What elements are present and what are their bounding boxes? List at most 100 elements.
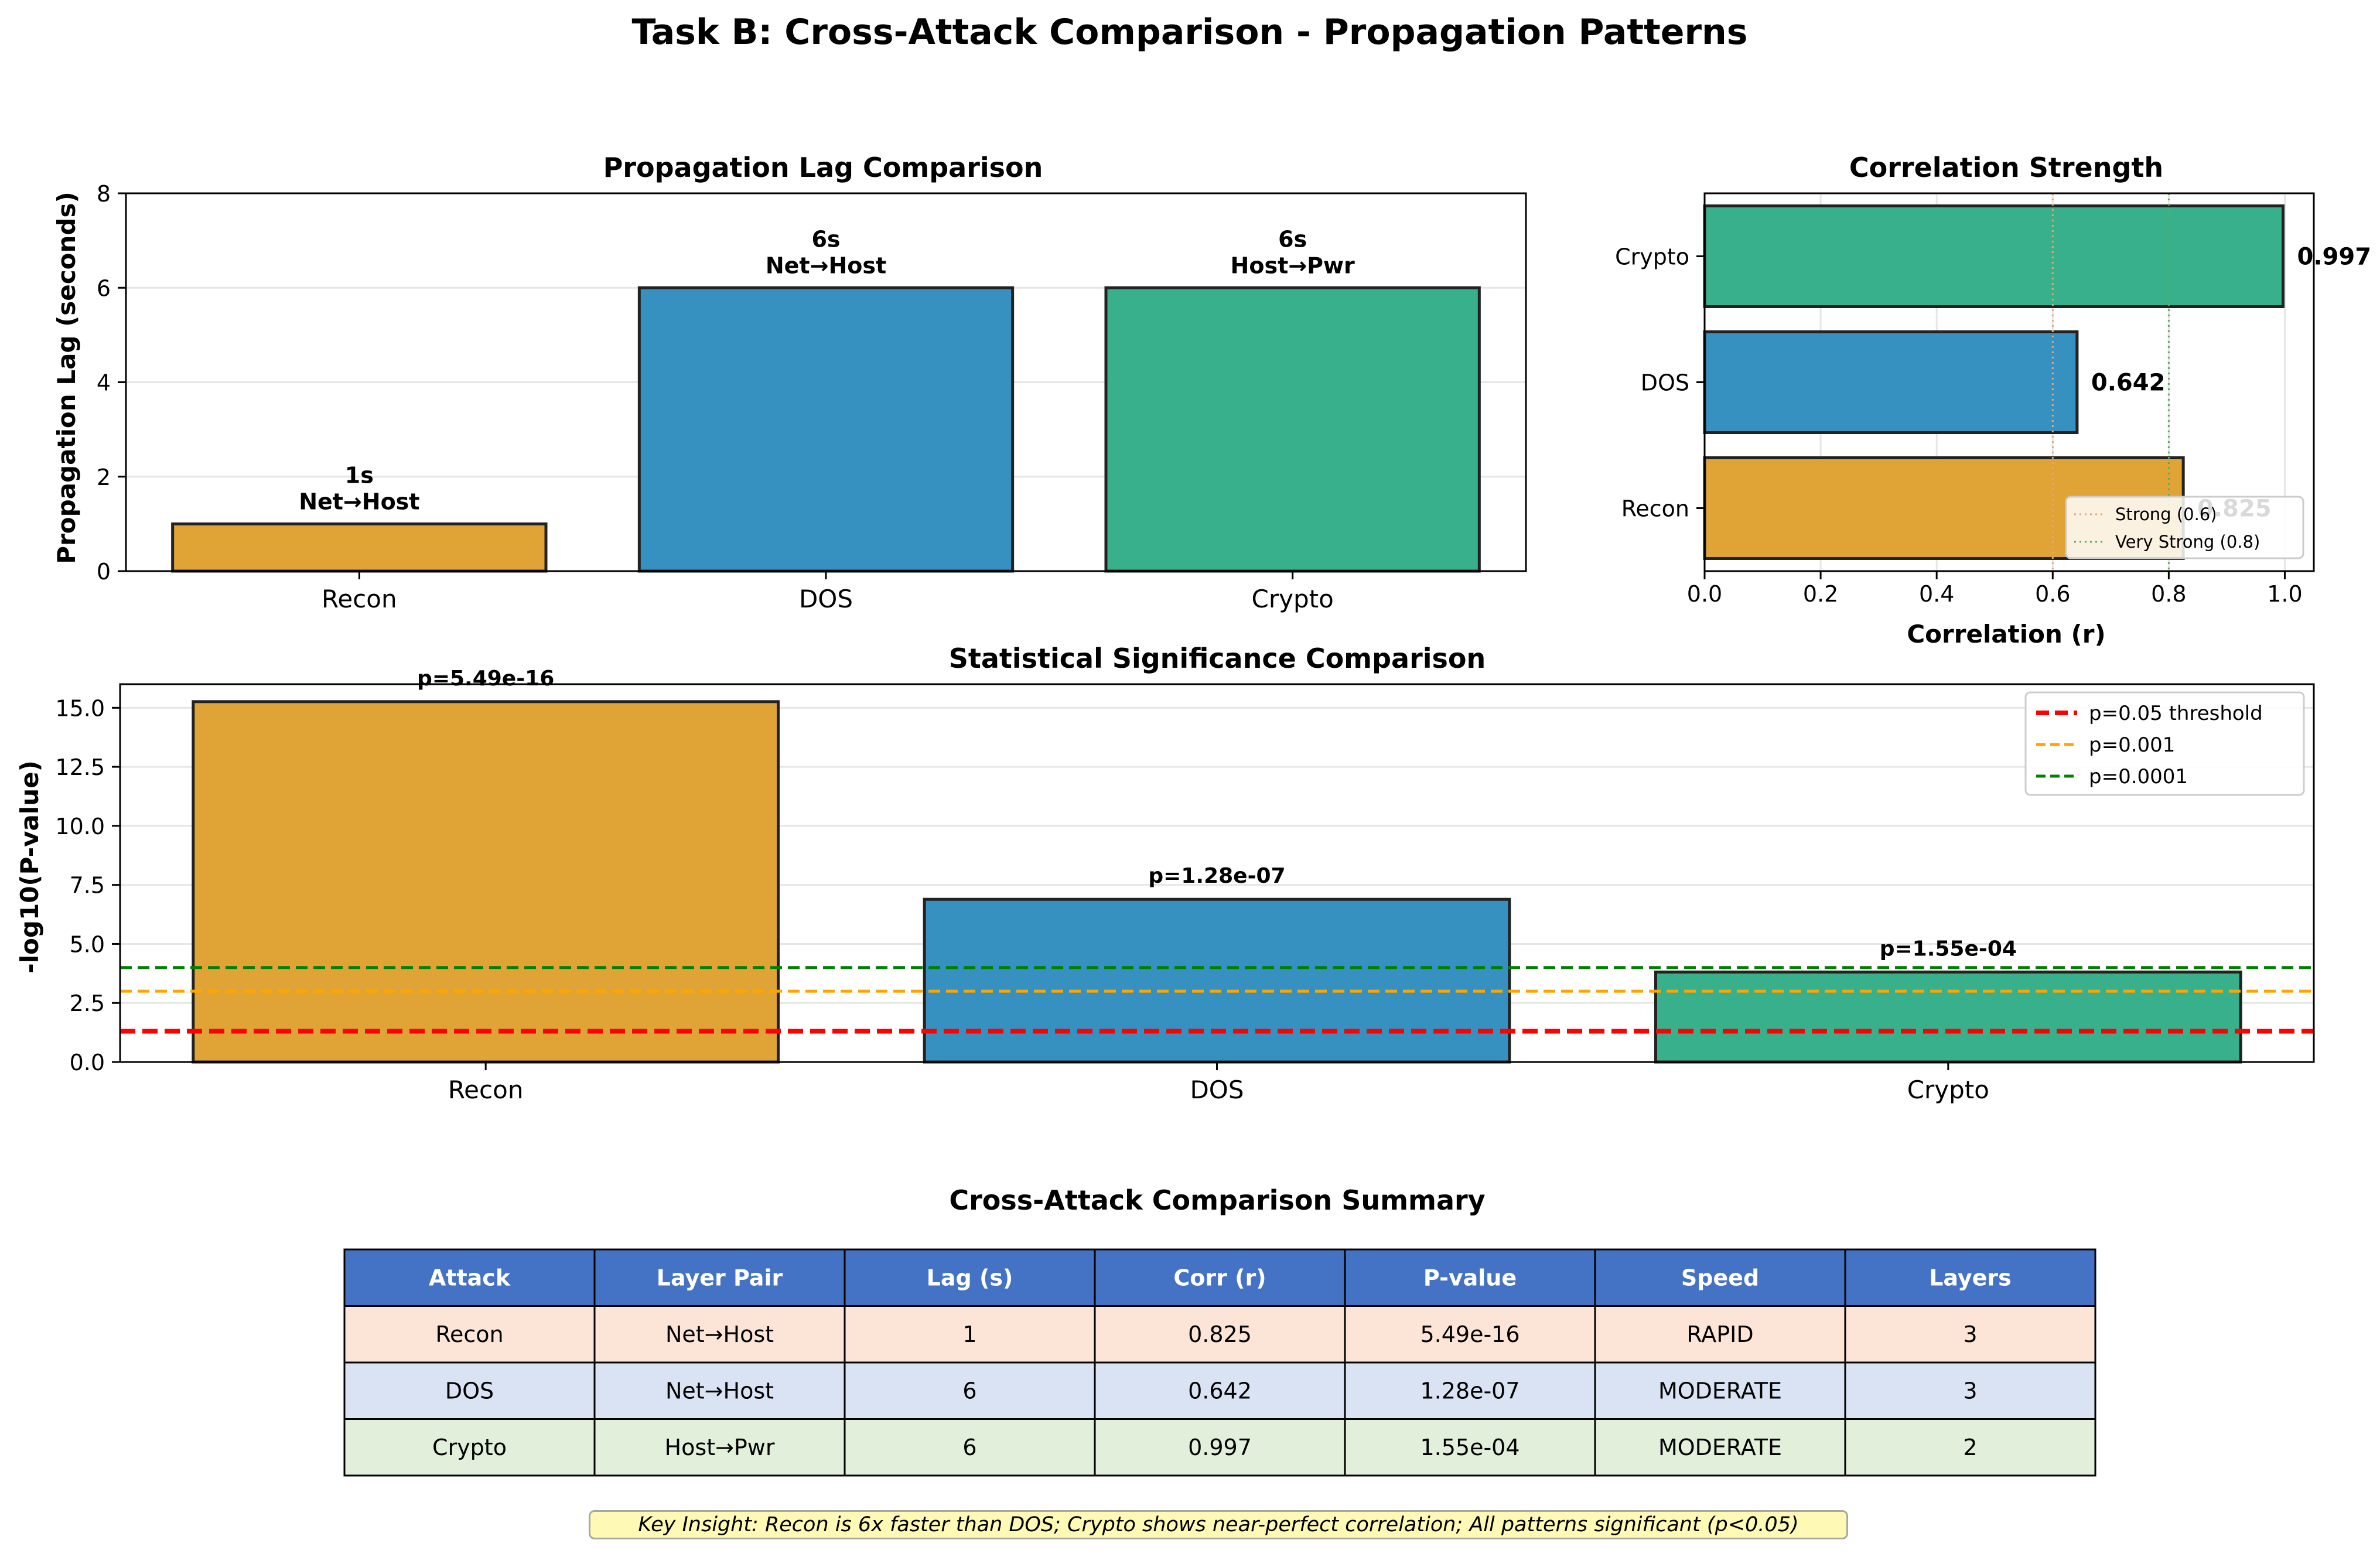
lag-y-axis-label: Propagation Lag (seconds) — [52, 192, 81, 564]
lag-chart-title: Propagation Lag Comparison — [603, 152, 1043, 183]
table-cell-value: MODERATE — [1658, 1435, 1782, 1460]
table-header-label: Attack — [429, 1265, 511, 1290]
table-cell — [593, 1418, 846, 1477]
key-insight-box: Key Insight: Recon is 6x faster than DOS… — [589, 1510, 1848, 1539]
table-cell — [1594, 1305, 1846, 1364]
sig-bar — [923, 897, 1511, 1064]
table-header-label: Lag (s) — [927, 1265, 1013, 1290]
table-cell — [1094, 1418, 1346, 1477]
corr-y-tick-label: Recon — [1621, 496, 1689, 522]
sig-legend — [2024, 691, 2305, 796]
sig-y-axis-label: -log10(P-value) — [15, 760, 44, 974]
table-header-cell — [343, 1248, 596, 1307]
lag-value-label: 6s — [1278, 226, 1307, 252]
table-cell-value: 1.28e-07 — [1420, 1378, 1519, 1403]
corr-chart-title: Correlation Strength — [1849, 152, 2163, 183]
table-cell-value: Host→Pwr — [665, 1435, 775, 1460]
table-cell — [593, 1305, 846, 1364]
lag-plot-frame — [125, 192, 1527, 572]
table-cell-value: 3 — [1963, 1378, 1977, 1403]
corr-x-tick-label: 0.8 — [2151, 581, 2186, 607]
lag-y-tick-label: 4 — [97, 370, 111, 396]
table-header-cell — [844, 1248, 1096, 1307]
corr-value-label: 0.642 — [2091, 370, 2166, 397]
table-cell — [1344, 1305, 1596, 1364]
table-cell — [1594, 1361, 1846, 1420]
table-cell-value: 1.55e-04 — [1420, 1435, 1519, 1460]
table-cell-value: Crypto — [432, 1435, 507, 1460]
table-header-cell — [1094, 1248, 1346, 1307]
lag-y-tick-label: 0 — [97, 559, 111, 585]
sig-legend-label: p=0.001 — [2089, 733, 2175, 757]
lag-pair-label: Net→Host — [299, 489, 419, 514]
table-cell-value: 0.997 — [1188, 1435, 1252, 1460]
table-cell — [844, 1418, 1096, 1477]
table-header-label: Layers — [1929, 1265, 2012, 1290]
lag-pair-label: Net→Host — [766, 252, 886, 278]
sig-chart-title: Statistical Significance Comparison — [949, 643, 1486, 674]
sig-y-tick-label: 0.0 — [70, 1050, 105, 1075]
table-cell — [1094, 1305, 1346, 1364]
sig-plot-frame — [119, 683, 2315, 1063]
lag-x-tick-label: DOS — [799, 585, 853, 613]
sig-x-tick-label: Recon — [448, 1075, 524, 1104]
corr-plot-frame — [1703, 192, 2315, 572]
propagation-lag-chart: Propagation Lag Comparison Propagation L… — [52, 152, 1527, 613]
sig-legend-label: p=0.05 threshold — [2089, 702, 2263, 725]
sig-x-tick-label: DOS — [1190, 1075, 1244, 1104]
corr-x-tick-label: 1.0 — [2267, 581, 2302, 607]
key-insight-text: Key Insight: Recon is 6x faster than DOS… — [638, 1513, 1799, 1536]
table-cell-value: MODERATE — [1658, 1378, 1782, 1403]
table-cell-value: 2 — [1963, 1435, 1977, 1460]
table-cell — [343, 1361, 596, 1420]
figure-title: Task B: Cross-Attack Comparison - Propag… — [632, 12, 1748, 53]
sig-x-tick-label: Crypto — [1907, 1075, 1989, 1104]
sig-value-label: p=1.55e-04 — [1880, 937, 2017, 961]
lag-y-tick-label: 6 — [97, 275, 111, 301]
corr-x-tick-label: 0.6 — [2035, 581, 2070, 607]
correlation-strength-chart: Correlation Strength Correlation (r) 0.0… — [1615, 152, 2371, 648]
table-cell-value: 6 — [962, 1378, 976, 1403]
lag-value-label: 1s — [345, 462, 374, 488]
sig-y-tick-label: 2.5 — [70, 991, 105, 1016]
table-cell-value: 3 — [1963, 1321, 1977, 1347]
sig-legend-label: p=0.0001 — [2089, 765, 2188, 788]
table-cell — [1594, 1418, 1846, 1477]
sig-value-label: p=5.49e-16 — [417, 667, 554, 691]
lag-bar — [1104, 286, 1481, 573]
sig-bar — [192, 700, 780, 1064]
table-cell-value: 0.825 — [1188, 1321, 1252, 1347]
table-cell-value: 6 — [962, 1435, 976, 1460]
corr-legend-label: Strong (0.6) — [2115, 504, 2217, 524]
sig-y-tick-label: 7.5 — [70, 873, 105, 899]
lag-x-tick-label: Recon — [322, 585, 397, 613]
lag-y-tick-label: 2 — [97, 465, 111, 490]
table-header-label: Corr (r) — [1173, 1265, 1266, 1290]
table-header-cell — [593, 1248, 846, 1307]
table-cell-value: Net→Host — [665, 1378, 774, 1403]
table-header-cell — [1594, 1248, 1846, 1307]
table-cell-value: 1 — [962, 1321, 976, 1347]
lag-bar — [171, 522, 548, 573]
table-header-label: Speed — [1681, 1265, 1759, 1290]
sig-bar — [1654, 970, 2242, 1064]
lag-bar — [637, 286, 1015, 573]
table-cell — [1844, 1305, 2096, 1364]
corr-value-label: 0.997 — [2297, 244, 2372, 271]
table-header-cell — [1844, 1248, 2096, 1307]
corr-x-axis-label: Correlation (r) — [1907, 620, 2105, 648]
corr-bar — [1703, 330, 2079, 434]
table-cell-value: 0.642 — [1188, 1378, 1252, 1403]
table-cell-value: DOS — [445, 1378, 494, 1403]
table-cell — [1344, 1418, 1596, 1477]
sig-y-tick-label: 12.5 — [55, 754, 105, 780]
corr-legend-label: Very Strong (0.8) — [2115, 532, 2260, 552]
table-cell-value: RAPID — [1686, 1321, 1753, 1347]
corr-legend — [2065, 496, 2304, 559]
table-title: Cross-Attack Comparison Summary — [949, 1184, 1485, 1216]
sig-y-tick-label: 10.0 — [55, 814, 105, 839]
table-cell-value: 5.49e-16 — [1420, 1321, 1519, 1347]
sig-y-tick-label: 5.0 — [70, 931, 105, 957]
sig-value-label: p=1.28e-07 — [1148, 864, 1285, 888]
